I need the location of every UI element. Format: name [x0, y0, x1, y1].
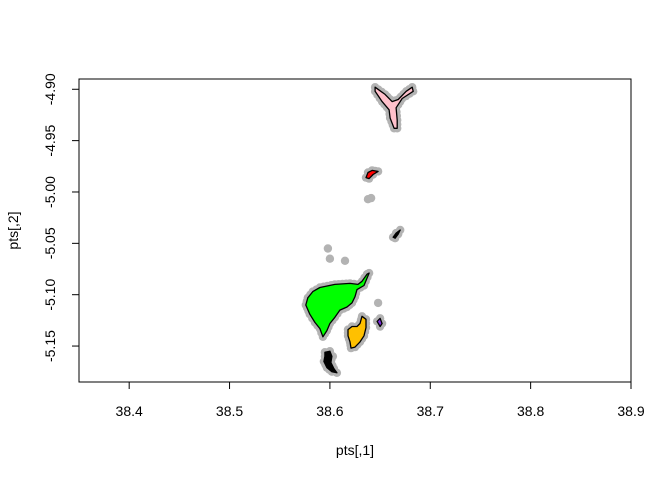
stray-point	[373, 298, 383, 308]
y-tick-label: -4.95	[42, 124, 58, 156]
stray-point	[366, 193, 376, 203]
region-polygon	[323, 350, 338, 374]
region-polygon	[392, 229, 401, 239]
y-tick-label: -5.15	[42, 330, 58, 362]
y-axis-label: pts[,2]	[5, 211, 21, 249]
region-polygon	[376, 317, 383, 328]
x-tick-label: 38.4	[116, 403, 143, 419]
x-tick-label: 38.9	[617, 403, 644, 419]
region-polygon	[374, 86, 414, 129]
stray-point	[323, 244, 333, 253]
y-tick-label: -5.10	[42, 279, 58, 311]
y-tick-label: -5.00	[42, 176, 58, 208]
region-polygon	[365, 169, 379, 180]
point-layer	[301, 83, 418, 377]
region-polygon	[305, 272, 370, 338]
region-polygon	[347, 315, 367, 349]
x-axis-label: pts[,1]	[336, 442, 374, 458]
y-tick-label: -5.05	[42, 227, 58, 259]
stray-point	[325, 254, 335, 263]
y-tick-label: -4.90	[42, 73, 58, 105]
x-tick-label: 38.8	[517, 403, 544, 419]
y-axis: -4.90 -4.95 -5.00 -5.05 -5.10 -5.15	[42, 73, 80, 362]
x-tick-label: 38.6	[316, 403, 343, 419]
x-tick-label: 38.7	[417, 403, 444, 419]
x-axis: 38.4 38.5 38.6 38.7 38.8 38.9	[116, 381, 645, 419]
stray-point	[340, 256, 350, 265]
x-tick-label: 38.5	[216, 403, 243, 419]
